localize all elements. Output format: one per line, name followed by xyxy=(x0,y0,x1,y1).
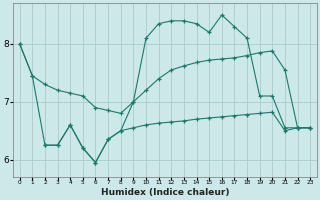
X-axis label: Humidex (Indice chaleur): Humidex (Indice chaleur) xyxy=(101,188,229,197)
